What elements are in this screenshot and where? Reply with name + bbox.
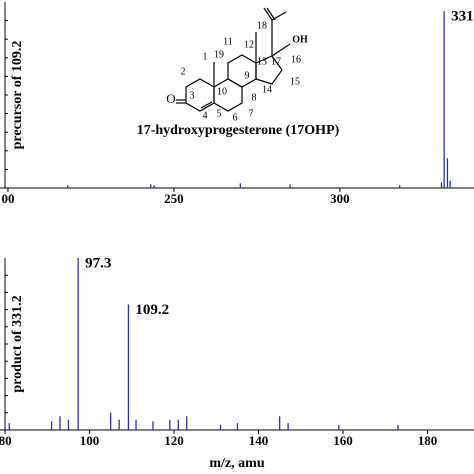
acetyl xyxy=(263,7,273,21)
x-tick-label: 140 xyxy=(249,433,269,448)
atom-label: 18 xyxy=(257,20,267,31)
y-axis-label: product of 331.2 xyxy=(10,295,25,392)
structure-drawing xyxy=(176,7,291,112)
x-tick-label: 160 xyxy=(333,433,353,448)
atom-label: 14 xyxy=(262,84,272,95)
atom-label: O xyxy=(166,91,175,106)
atom-label: 9 xyxy=(245,70,250,81)
atom-label: 7 xyxy=(249,108,254,119)
atom-label: 2 xyxy=(181,66,186,77)
hydroxyl-bond xyxy=(271,43,291,57)
peak-label: 97.3 xyxy=(85,255,111,271)
x-tick-label: 120 xyxy=(164,433,184,448)
peak-label: 109.2 xyxy=(135,302,169,318)
atom-label: 19 xyxy=(214,49,224,60)
x-tick-label: 250 xyxy=(164,191,184,206)
atom-label: OH xyxy=(292,34,308,45)
atom-label: 17 xyxy=(271,56,281,67)
x-tick-label: 80 xyxy=(0,433,12,448)
x-tick-label: 100 xyxy=(80,433,100,448)
atom-label: 1 xyxy=(203,51,208,62)
atom-label: 8 xyxy=(252,92,257,103)
atom-label: 5 xyxy=(217,108,222,119)
atom-label: 3 xyxy=(190,90,195,101)
double-bond xyxy=(200,101,213,109)
ring-c xyxy=(227,54,257,88)
atom-label: 4 xyxy=(203,110,208,121)
atom-label: 13 xyxy=(257,56,267,67)
compound-name: 17-hydroxyprogesterone (17OHP) xyxy=(137,123,340,138)
x-axis-label: m/z, amu xyxy=(209,456,264,471)
x-tick-label: 180 xyxy=(418,433,438,448)
x-tick-label: 300 xyxy=(330,191,350,206)
acetyl xyxy=(266,7,276,21)
peak-label: 331.4 xyxy=(451,9,474,25)
atom-label: 10 xyxy=(217,86,227,97)
atom-label: 12 xyxy=(244,39,254,50)
atom-label: 6 xyxy=(233,112,238,123)
x-tick-label: 00 xyxy=(1,191,14,206)
y-axis-label: precursor of 109.2 xyxy=(10,41,25,150)
atom-label: 15 xyxy=(290,76,300,87)
atom-label: 16 xyxy=(291,54,301,65)
acetyl xyxy=(271,11,287,21)
atom-label: 11 xyxy=(223,36,233,47)
ring-d xyxy=(255,55,283,85)
